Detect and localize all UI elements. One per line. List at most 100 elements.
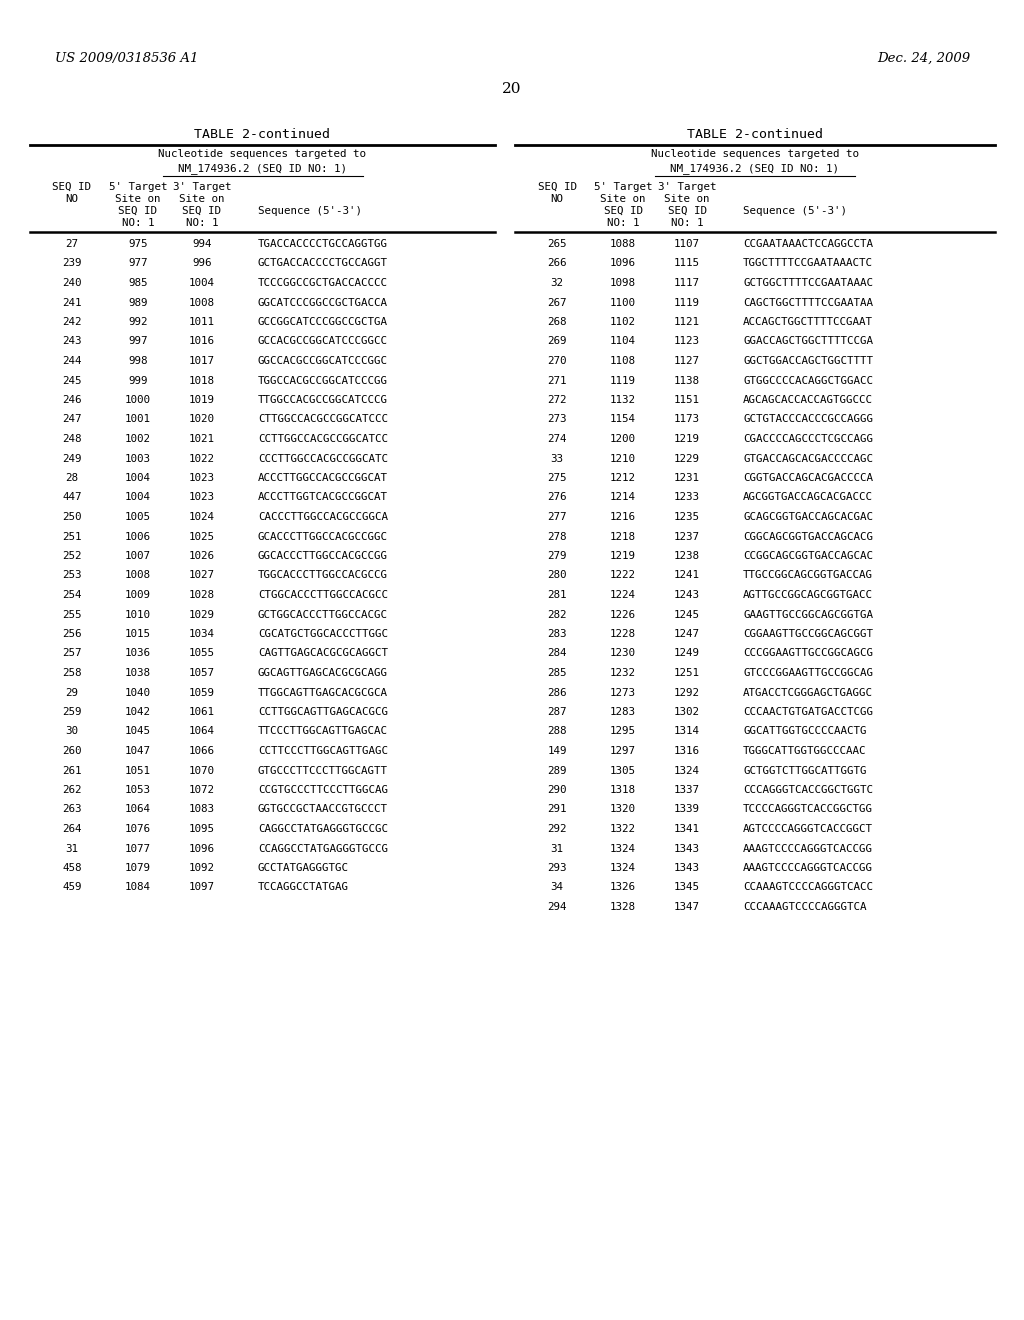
Text: 1121: 1121	[674, 317, 700, 327]
Text: 1045: 1045	[125, 726, 151, 737]
Text: 1214: 1214	[610, 492, 636, 503]
Text: TCCCGGCCGCTGACCACCCC: TCCCGGCCGCTGACCACCCC	[258, 279, 388, 288]
Text: 278: 278	[547, 532, 566, 541]
Text: CCCAACTGTGATGACCTCGG: CCCAACTGTGATGACCTCGG	[743, 708, 873, 717]
Text: 239: 239	[62, 259, 82, 268]
Text: 257: 257	[62, 648, 82, 659]
Text: 1115: 1115	[674, 259, 700, 268]
Text: 1295: 1295	[610, 726, 636, 737]
Text: 1314: 1314	[674, 726, 700, 737]
Text: 1238: 1238	[674, 550, 700, 561]
Text: 1061: 1061	[189, 708, 215, 717]
Text: NO: 1: NO: 1	[185, 218, 218, 228]
Text: 1216: 1216	[610, 512, 636, 521]
Text: Site on: Site on	[665, 194, 710, 205]
Text: 20: 20	[502, 82, 522, 96]
Text: 1243: 1243	[674, 590, 700, 601]
Text: 1024: 1024	[189, 512, 215, 521]
Text: CTTGGCCACGCCGGCATCCC: CTTGGCCACGCCGGCATCCC	[258, 414, 388, 425]
Text: 284: 284	[547, 648, 566, 659]
Text: 1228: 1228	[610, 630, 636, 639]
Text: Sequence (5'-3'): Sequence (5'-3')	[258, 206, 362, 216]
Text: GCTGGCACCCTTGGCCACGC: GCTGGCACCCTTGGCCACGC	[258, 610, 388, 619]
Text: GCTGGTCTTGGCATTGGTG: GCTGGTCTTGGCATTGGTG	[743, 766, 866, 776]
Text: GCTGTACCCACCCGCCAGGG: GCTGTACCCACCCGCCAGGG	[743, 414, 873, 425]
Text: CGCATGCTGGCACCCTTGGC: CGCATGCTGGCACCCTTGGC	[258, 630, 388, 639]
Text: 260: 260	[62, 746, 82, 756]
Text: 1040: 1040	[125, 688, 151, 697]
Text: 998: 998	[128, 356, 147, 366]
Text: 1119: 1119	[674, 297, 700, 308]
Text: ACCCTTGGTCACGCCGGCAT: ACCCTTGGTCACGCCGGCAT	[258, 492, 388, 503]
Text: 286: 286	[547, 688, 566, 697]
Text: 997: 997	[128, 337, 147, 346]
Text: 270: 270	[547, 356, 566, 366]
Text: CCGTGCCCTTCCCTTGGCAG: CCGTGCCCTTCCCTTGGCAG	[258, 785, 388, 795]
Text: 1154: 1154	[610, 414, 636, 425]
Text: 1025: 1025	[189, 532, 215, 541]
Text: 1347: 1347	[674, 902, 700, 912]
Text: 262: 262	[62, 785, 82, 795]
Text: 1092: 1092	[189, 863, 215, 873]
Text: 288: 288	[547, 726, 566, 737]
Text: 249: 249	[62, 454, 82, 463]
Text: 1007: 1007	[125, 550, 151, 561]
Text: 1051: 1051	[125, 766, 151, 776]
Text: 1066: 1066	[189, 746, 215, 756]
Text: 1079: 1079	[125, 863, 151, 873]
Text: 1004: 1004	[125, 492, 151, 503]
Text: Site on: Site on	[116, 194, 161, 205]
Text: AAAGTCCCCAGGGTCACCGG: AAAGTCCCCAGGGTCACCGG	[743, 863, 873, 873]
Text: TGGCTTTTCCGAATAAACTC: TGGCTTTTCCGAATAAACTC	[743, 259, 873, 268]
Text: 27: 27	[66, 239, 79, 249]
Text: 1023: 1023	[189, 473, 215, 483]
Text: TTGCCGGCAGCGGTGACCAG: TTGCCGGCAGCGGTGACCAG	[743, 570, 873, 581]
Text: 1341: 1341	[674, 824, 700, 834]
Text: 1010: 1010	[125, 610, 151, 619]
Text: ATGACCTCGGGAGCTGAGGC: ATGACCTCGGGAGCTGAGGC	[743, 688, 873, 697]
Text: 32: 32	[551, 279, 563, 288]
Text: TGACCACCCCTGCCAGGTGG: TGACCACCCCTGCCAGGTGG	[258, 239, 388, 249]
Text: 248: 248	[62, 434, 82, 444]
Text: 1107: 1107	[674, 239, 700, 249]
Text: TGGCACCCTTGGCCACGCCG: TGGCACCCTTGGCCACGCCG	[258, 570, 388, 581]
Text: 1212: 1212	[610, 473, 636, 483]
Text: 447: 447	[62, 492, 82, 503]
Text: 240: 240	[62, 279, 82, 288]
Text: 459: 459	[62, 883, 82, 892]
Text: 1218: 1218	[610, 532, 636, 541]
Text: 281: 281	[547, 590, 566, 601]
Text: 1053: 1053	[125, 785, 151, 795]
Text: CGGAAGTTGCCGGCAGCGGT: CGGAAGTTGCCGGCAGCGGT	[743, 630, 873, 639]
Text: 1320: 1320	[610, 804, 636, 814]
Text: GCTGGCTTTTCCGAATAAAC: GCTGGCTTTTCCGAATAAAC	[743, 279, 873, 288]
Text: 31: 31	[66, 843, 79, 854]
Text: 254: 254	[62, 590, 82, 601]
Text: 1070: 1070	[189, 766, 215, 776]
Text: 293: 293	[547, 863, 566, 873]
Text: GCCGGCATCCCGGCCGCTGA: GCCGGCATCCCGGCCGCTGA	[258, 317, 388, 327]
Text: 985: 985	[128, 279, 147, 288]
Text: SEQ ID: SEQ ID	[603, 206, 642, 216]
Text: Dec. 24, 2009: Dec. 24, 2009	[877, 51, 970, 65]
Text: AGTCCCCAGGGTCACCGGCT: AGTCCCCAGGGTCACCGGCT	[743, 824, 873, 834]
Text: 253: 253	[62, 570, 82, 581]
Text: GGACCAGCTGGCTTTTCCGA: GGACCAGCTGGCTTTTCCGA	[743, 337, 873, 346]
Text: 1064: 1064	[189, 726, 215, 737]
Text: 1235: 1235	[674, 512, 700, 521]
Text: 1343: 1343	[674, 843, 700, 854]
Text: 246: 246	[62, 395, 82, 405]
Text: 244: 244	[62, 356, 82, 366]
Text: CCTTGGCCACGCCGGCATCC: CCTTGGCCACGCCGGCATCC	[258, 434, 388, 444]
Text: 1008: 1008	[125, 570, 151, 581]
Text: CCTTCCCTTGGCAGTTGAGC: CCTTCCCTTGGCAGTTGAGC	[258, 746, 388, 756]
Text: 977: 977	[128, 259, 147, 268]
Text: 289: 289	[547, 766, 566, 776]
Text: 1343: 1343	[674, 863, 700, 873]
Text: 1251: 1251	[674, 668, 700, 678]
Text: 264: 264	[62, 824, 82, 834]
Text: 258: 258	[62, 668, 82, 678]
Text: NO: 1: NO: 1	[607, 218, 639, 228]
Text: 5' Target: 5' Target	[109, 182, 167, 191]
Text: 1339: 1339	[674, 804, 700, 814]
